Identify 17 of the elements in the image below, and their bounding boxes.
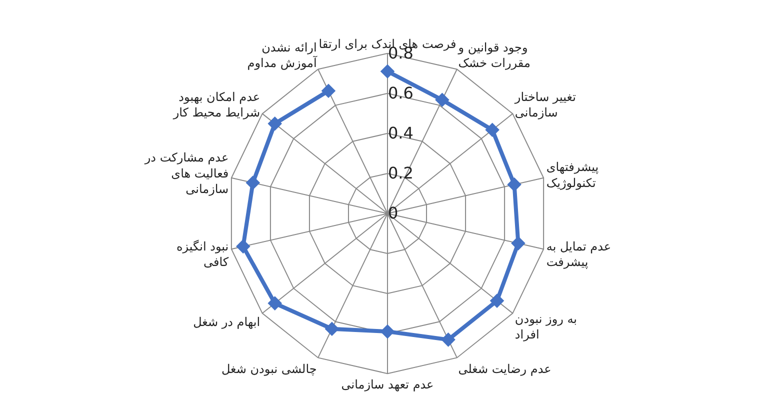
spoke-label: ابهام در شغل: [193, 314, 260, 329]
y-tick-label: 0: [388, 204, 398, 223]
spoke-label: ارائه نشدن آموزش مداوم: [247, 40, 318, 70]
spoke-label: عدم مشارکت در فعالیت های سازمانی: [144, 150, 229, 196]
spoke-label: عدم رضایت شغلی: [458, 362, 552, 376]
spoke-label: عدم تعهد سازمانی: [341, 377, 434, 392]
spoke-label: عدم تمایل به پیشرفت: [546, 239, 612, 270]
spoke-label: به روز نبودن افراد: [514, 312, 578, 342]
spoke-label: وجود قوانین و مقررات خشک: [457, 40, 530, 70]
spoke-label: چالشی نبودن شغل: [221, 362, 317, 376]
spoke-label: پیشرفتهای تکنولوژیک: [546, 160, 599, 190]
y-tick-label: 0.6: [388, 84, 414, 103]
spoke-label: نبود انگیزه کافی: [176, 239, 229, 270]
spoke-label: عدم امکان بهبود شرایط محیط کار: [172, 90, 260, 120]
y-tick-label: 0.4: [388, 124, 414, 143]
spoke-label: تغییر ساختار سازمانی: [514, 90, 576, 120]
y-tick-label: 0.2: [388, 164, 414, 183]
